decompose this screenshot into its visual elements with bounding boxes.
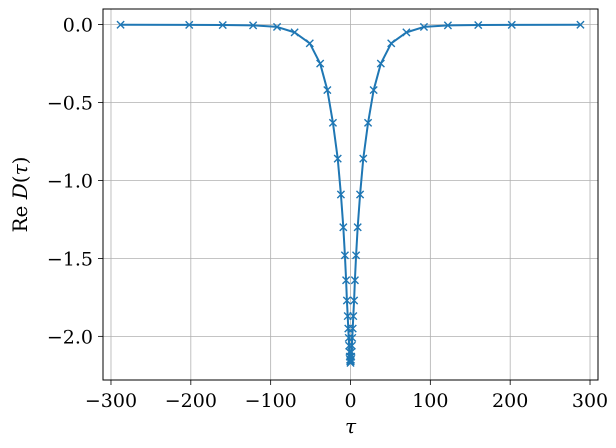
data-point-x-marker: [353, 223, 362, 232]
data-point-x-marker: [346, 355, 356, 364]
x-tick-label: 100: [412, 390, 448, 412]
data-point-x-marker: [351, 251, 361, 260]
y-axis-label-close: ): [8, 156, 32, 164]
data-point-x-marker: [342, 276, 351, 285]
data-point-x-marker: [339, 223, 348, 232]
y-axis-label: Re D(τ): [8, 156, 32, 232]
x-tick-label: −100: [245, 390, 297, 412]
data-point-x-marker: [348, 324, 357, 333]
y-axis-label-var: τ: [8, 163, 32, 175]
y-tick-label: −1.0: [47, 170, 93, 192]
data-point-x-marker: [323, 85, 332, 95]
y-tick-label: −0.5: [47, 93, 93, 115]
data-point-x-marker: [349, 296, 359, 305]
data-point-x-marker: [272, 22, 282, 32]
data-point-x-marker: [336, 190, 346, 199]
x-tick-label: 200: [492, 390, 528, 412]
data-point-x-marker: [359, 154, 368, 163]
data-point-x-marker: [443, 21, 452, 30]
y-tick-label: −2.0: [47, 326, 93, 348]
x-tick-label: 300: [572, 390, 608, 412]
data-point-x-marker: [350, 276, 359, 285]
data-point-x-marker: [474, 20, 483, 30]
data-point-x-marker: [347, 347, 356, 357]
data-point-x-marker: [349, 311, 358, 321]
data-point-x-marker: [218, 20, 227, 30]
data-point-x-marker: [342, 296, 352, 305]
data-point-x-marker: [363, 118, 373, 127]
x-tick-label: 0: [344, 390, 356, 412]
data-point-x-marker: [333, 154, 342, 163]
data-point-x-marker: [290, 28, 299, 37]
data-point-x-marker: [376, 59, 385, 68]
data-point-x-marker: [249, 21, 258, 30]
data-point-x-marker: [419, 22, 429, 32]
data-point-x-marker: [387, 39, 396, 48]
data-point-x-marker: [507, 20, 516, 29]
data-point-x-marker: [344, 333, 353, 343]
y-axis-label-open: (: [8, 175, 32, 183]
data-point-x-marker: [369, 85, 378, 95]
data-point-x-marker: [305, 39, 314, 48]
y-tick-label: 0.0: [63, 15, 93, 37]
ticks: −300 −200 −100 0 100 200 300 0.0 −0.5 −1.0 −1.5 −2.…: [47, 15, 608, 412]
grid: [103, 9, 598, 380]
data-point-x-marker: [345, 341, 354, 350]
x-tick-label: −200: [165, 390, 217, 412]
y-tick-label: −1.5: [47, 248, 93, 270]
data-point-x-marker: [355, 190, 365, 199]
series-layer: [116, 20, 585, 367]
data-point-x-marker: [316, 59, 325, 68]
y-axis-label-func: D: [8, 183, 32, 200]
x-tick-label: −300: [85, 390, 137, 412]
y-axis-label-prefix: Re: [8, 199, 32, 232]
x-axis-label: τ: [345, 414, 357, 438]
data-point-x-marker: [347, 341, 356, 350]
data-point-x-marker: [185, 20, 194, 29]
data-point-x-marker: [402, 28, 411, 37]
data-point-x-marker: [340, 251, 350, 260]
data-point-x-marker: [328, 118, 338, 127]
data-point-x-marker: [576, 20, 585, 29]
data-point-x-marker: [116, 20, 125, 29]
data-point-x-marker: [348, 333, 357, 343]
